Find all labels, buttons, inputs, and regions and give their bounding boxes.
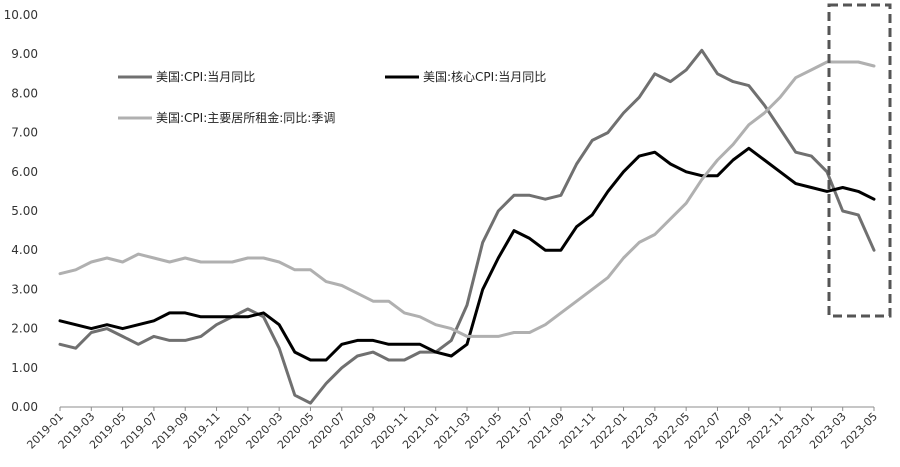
x-axis: 2019-012019-032019-052019-072019-092019-… xyxy=(24,406,880,452)
highlight-box xyxy=(827,3,892,318)
series-layer xyxy=(58,48,876,405)
y-tick-label: 8.00 xyxy=(11,86,38,100)
y-tick-label: 10.00 xyxy=(4,8,38,22)
y-tick-label: 9.00 xyxy=(11,47,38,61)
series-line-3 xyxy=(58,60,876,338)
series-line-2 xyxy=(58,146,876,362)
y-tick-label: 1.00 xyxy=(11,361,38,375)
legend-label-1: 美国:CPI:当月同比 xyxy=(156,70,255,84)
series-line-1 xyxy=(58,48,876,405)
y-tick-label: 7.00 xyxy=(11,126,38,140)
y-tick-label: 2.00 xyxy=(11,322,38,336)
y-tick-label: 5.00 xyxy=(11,204,38,218)
legend-label-3: 美国:CPI:主要居所租金:同比:季调 xyxy=(156,110,335,125)
y-tick-label: 3.00 xyxy=(11,282,38,296)
legend-label-2: 美国:核心CPI:当月同比 xyxy=(423,70,546,84)
highlight-annotation xyxy=(827,3,892,318)
y-tick-label: 0.00 xyxy=(11,400,38,414)
y-axis: 0.00 1.00 2.00 3.00 4.00 5.00 6.00 7.00 8.00 9.00… xyxy=(4,8,38,414)
y-tick-label: 4.00 xyxy=(11,243,38,257)
legend: 美国:CPI:当月同比 美国:核心CPI:当月同比美国:CPI:主要居所租金:同比… xyxy=(118,70,546,125)
y-tick-label: 6.00 xyxy=(11,165,38,179)
